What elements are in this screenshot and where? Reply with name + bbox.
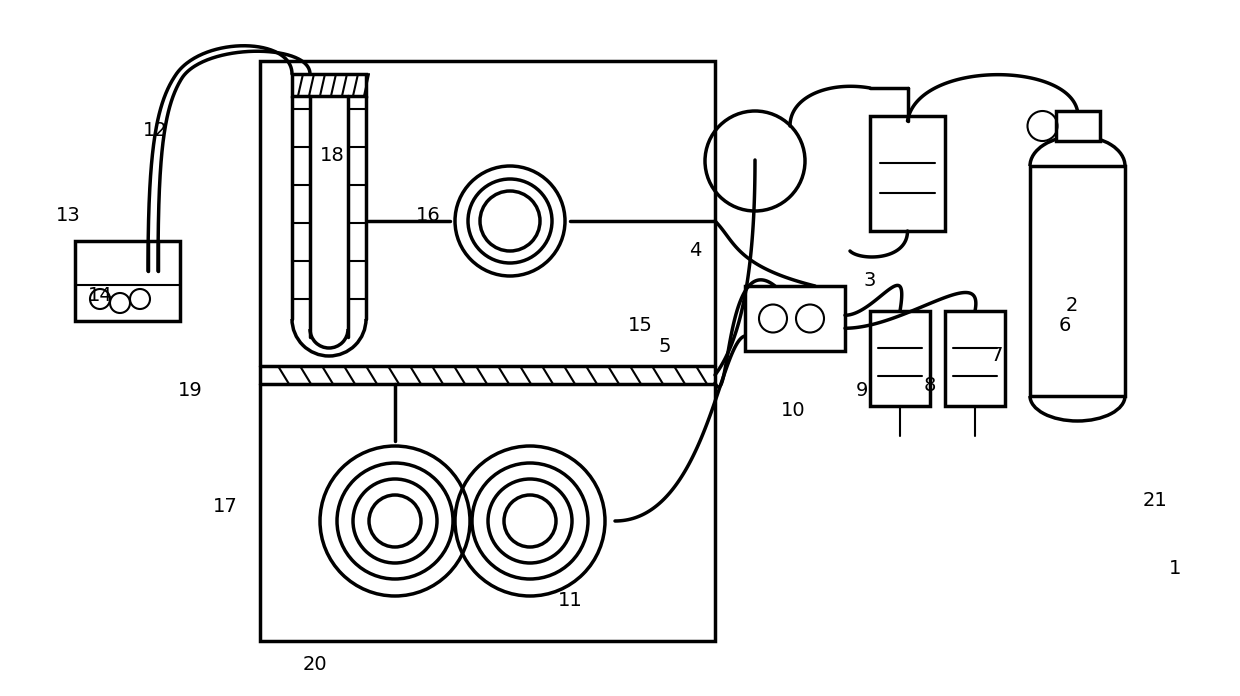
Bar (945, 311, 1004, 406)
Text: 3: 3 (864, 271, 877, 290)
Text: 7: 7 (991, 347, 1003, 365)
Bar (291, 74, 366, 96)
Text: 13: 13 (56, 207, 81, 226)
Text: 8: 8 (924, 377, 936, 395)
Text: 15: 15 (627, 317, 652, 335)
Text: 2: 2 (1066, 296, 1079, 315)
Text: 16: 16 (415, 207, 440, 226)
Bar (1055, 111, 1100, 141)
Text: 1: 1 (1169, 558, 1182, 578)
Bar (260, 61, 715, 641)
Text: 17: 17 (212, 496, 237, 516)
Text: 4: 4 (688, 242, 701, 260)
Text: 6: 6 (1059, 317, 1071, 335)
Text: 19: 19 (177, 381, 202, 400)
Bar (1030, 166, 1125, 396)
Text: 10: 10 (781, 402, 805, 420)
Text: 14: 14 (88, 287, 113, 306)
Bar (745, 286, 844, 351)
Text: 20: 20 (303, 654, 327, 674)
Bar (870, 311, 930, 406)
Bar (74, 241, 180, 321)
Text: 12: 12 (143, 122, 167, 141)
Text: 11: 11 (558, 592, 583, 610)
Text: 18: 18 (320, 146, 345, 166)
Text: 5: 5 (658, 336, 671, 356)
Text: 9: 9 (856, 381, 868, 400)
Bar (870, 116, 945, 231)
Text: 21: 21 (1142, 491, 1167, 510)
